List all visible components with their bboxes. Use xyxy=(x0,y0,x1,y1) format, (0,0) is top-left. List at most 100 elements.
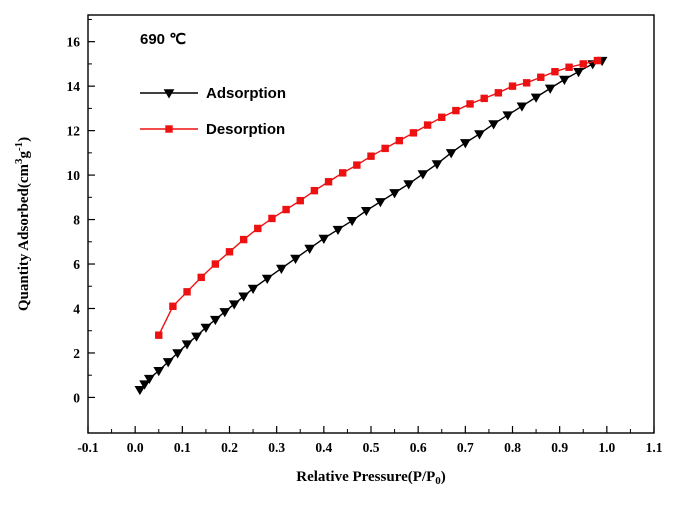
adsorption-marker xyxy=(134,385,146,396)
adsorption-marker xyxy=(209,315,221,326)
legend-marker xyxy=(165,125,173,133)
x-tick-label: 0.0 xyxy=(127,440,144,455)
adsorption-marker xyxy=(445,149,457,159)
x-axis: -0.1 0.0 0.1 0.2 0.3 0.4 0.5 0.6 0.7 0.8 0.9 1.0 1.1 xyxy=(77,426,663,455)
desorption-marker xyxy=(565,63,573,71)
adsorption-marker xyxy=(403,180,415,190)
desorption-marker xyxy=(367,152,375,160)
y-tick-label: 0 xyxy=(73,390,80,405)
y-tick-label: 4 xyxy=(73,301,80,316)
x-tick-label: 0.6 xyxy=(410,440,427,455)
desorption-marker xyxy=(438,113,446,121)
y-tick-label: 16 xyxy=(67,35,81,50)
x-axis-title: Relative Pressure(P/P0) xyxy=(296,469,445,487)
desorption-marker xyxy=(268,214,276,223)
y-tick-label: 12 xyxy=(67,124,81,139)
legend-item-desorption: Desorption xyxy=(140,121,285,138)
x-tick-label: 0.9 xyxy=(551,440,568,455)
adsorption-marker xyxy=(459,139,471,149)
adsorption-marker xyxy=(139,380,150,390)
adsorption-marker xyxy=(261,274,273,284)
adsorption-marker xyxy=(360,206,372,217)
adsorption-marker xyxy=(247,284,259,294)
y-tick-label: 14 xyxy=(67,79,81,94)
y-tick-label: 6 xyxy=(73,257,80,272)
legend-item-adsorption: Adsorption xyxy=(140,85,286,102)
desorption-marker xyxy=(183,288,191,296)
adsorption-marker xyxy=(290,254,301,264)
y-tick-label: 8 xyxy=(73,213,80,228)
desorption-marker xyxy=(310,186,319,195)
y-tick-label: 2 xyxy=(73,346,80,361)
legend-label: Adsorption xyxy=(206,85,286,102)
legend-marker xyxy=(163,89,175,99)
x-tick-label: 0.4 xyxy=(315,440,332,455)
desorption-marker xyxy=(522,79,531,87)
adsorption-marker xyxy=(530,93,542,103)
adsorption-marker xyxy=(228,300,240,310)
adsorption-marker xyxy=(238,292,250,302)
desorption-marker xyxy=(296,196,304,205)
adsorption-marker xyxy=(143,374,155,385)
desorption-marker xyxy=(353,161,361,169)
desorption-marker xyxy=(254,224,262,233)
adsorption-marker xyxy=(431,160,443,170)
desorption-marker xyxy=(466,100,474,108)
desorption-marker xyxy=(480,94,488,103)
desorption-marker xyxy=(508,82,517,90)
desorption-marker xyxy=(169,302,177,310)
adsorption-marker xyxy=(474,130,485,140)
x-tick-label: 0.2 xyxy=(221,440,238,455)
desorption-marker xyxy=(579,60,587,68)
adsorption-marker xyxy=(162,358,174,368)
y-axis: 0 2 4 6 8 10 12 14 16 xyxy=(67,18,95,405)
adsorption-marker xyxy=(276,264,287,274)
desorption-marker xyxy=(494,89,503,97)
adsorption-marker xyxy=(332,225,344,236)
adsorption-marker xyxy=(304,244,316,254)
x-tick-label: 0.3 xyxy=(268,440,285,455)
x-tick-label: 0.8 xyxy=(504,440,521,455)
desorption-marker xyxy=(239,235,248,244)
y-axis-title: Quantity Adsorbed(cm3g-1) xyxy=(13,137,32,311)
adsorption-marker xyxy=(417,170,429,180)
desorption-series xyxy=(155,56,602,339)
adsorption-marker xyxy=(346,216,358,227)
adsorption-marker xyxy=(573,67,584,78)
adsorption-marker xyxy=(172,349,183,359)
desorption-marker xyxy=(197,273,205,282)
desorption-marker xyxy=(282,205,290,214)
desorption-marker xyxy=(395,136,404,145)
adsorption-marker xyxy=(219,308,231,318)
desorption-marker xyxy=(155,331,163,339)
adsorption-marker xyxy=(200,323,212,333)
adsorption-marker xyxy=(181,340,193,350)
adsorption-marker xyxy=(191,332,202,342)
adsorption-marker xyxy=(516,102,528,112)
desorption-marker xyxy=(339,169,347,177)
adsorption-marker xyxy=(559,75,570,85)
desorption-marker xyxy=(225,248,234,256)
adsorption-marker xyxy=(153,367,165,377)
adsorption-marker xyxy=(318,234,330,244)
adsorption-marker xyxy=(389,189,400,199)
temperature-annotation: 690 ℃ xyxy=(140,31,186,48)
desorption-marker xyxy=(211,260,220,268)
adsorption-marker xyxy=(488,120,500,130)
y-tick-label: 10 xyxy=(67,168,81,183)
desorption-marker xyxy=(423,121,432,129)
desorption-marker xyxy=(409,129,418,137)
x-tick-label: 1.0 xyxy=(598,440,615,455)
x-tick-label: 1.1 xyxy=(646,440,663,455)
desorption-marker xyxy=(324,178,333,186)
adsorption-marker xyxy=(544,84,556,94)
adsorption-series xyxy=(134,56,608,396)
desorption-marker xyxy=(551,67,559,76)
x-tick-label: -0.1 xyxy=(77,440,99,455)
legend-label: Desorption xyxy=(206,121,285,138)
x-tick-label: 0.7 xyxy=(457,440,474,455)
plot-border xyxy=(87,14,655,434)
x-tick-label: 0.5 xyxy=(363,440,380,455)
